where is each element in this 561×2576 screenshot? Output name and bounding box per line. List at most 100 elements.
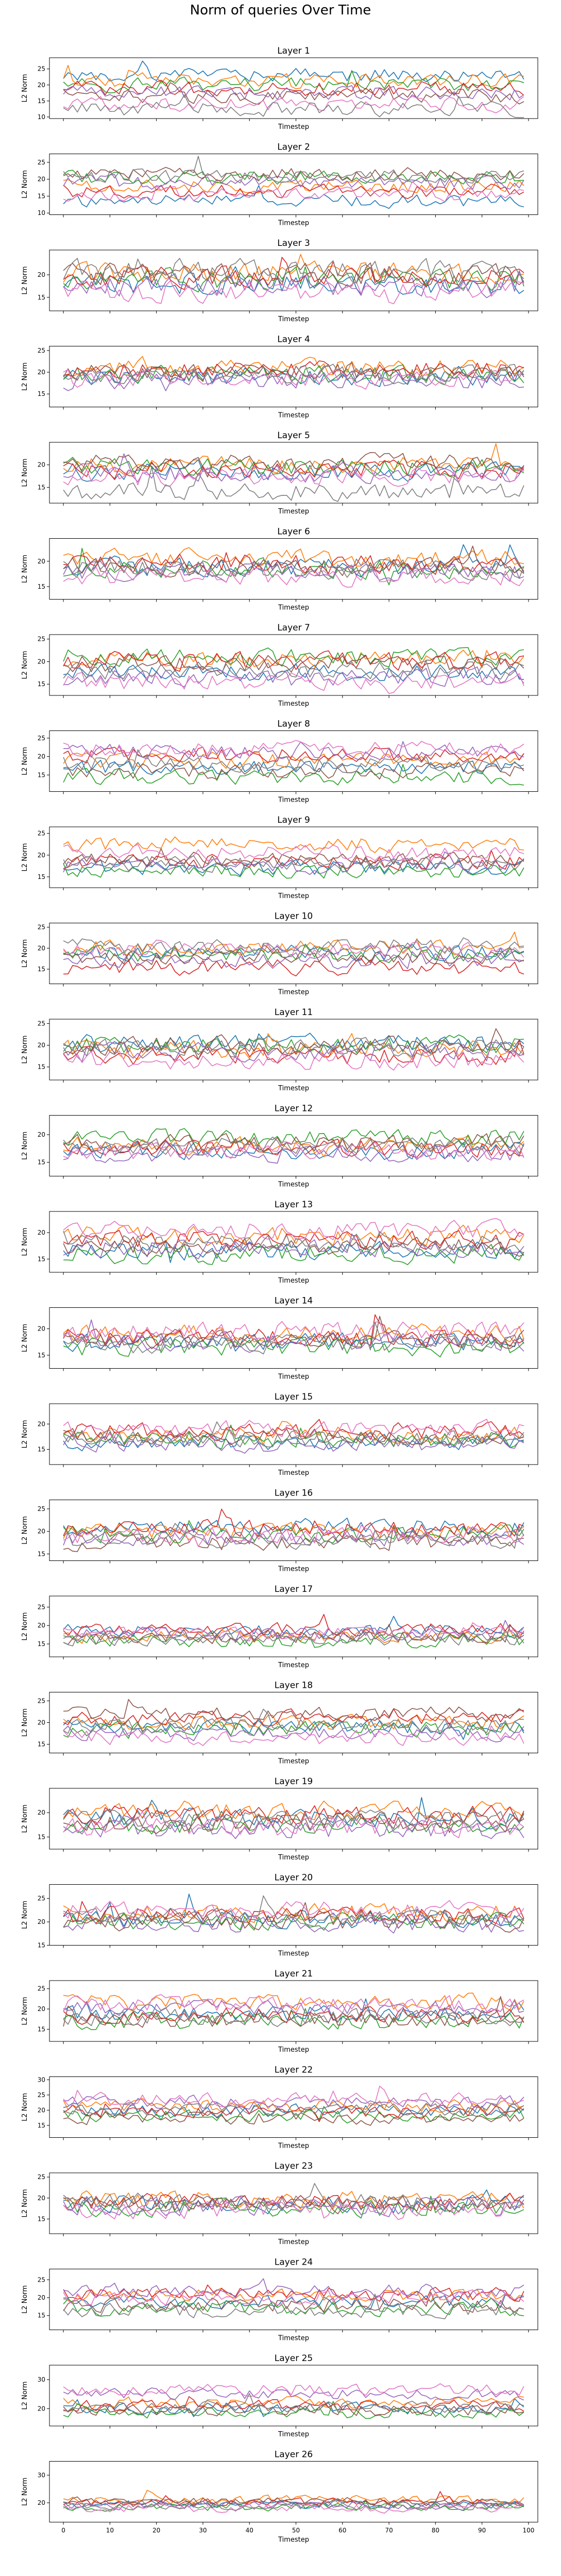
series-2-line (63, 1714, 524, 1731)
series-2-line (63, 64, 524, 89)
subplot-12: Layer 12 L2 Norm Timestep 15 20 (21, 1104, 538, 1189)
series-8-line (63, 1809, 524, 1830)
subplot-26: Layer 26 L2 Norm Timestep 20 30 0 10 20 30 40 50 60… (21, 2450, 538, 2544)
series-8-line (63, 258, 524, 284)
y-tick-label: 20 (38, 2106, 45, 2114)
series-2-line (63, 1224, 524, 1247)
plot-frame (49, 154, 538, 215)
subplot-11: Layer 11 L2 Norm Timestep 15 20 25 (21, 1007, 538, 1092)
y-tick-label: 20 (38, 1042, 45, 1049)
series-8-line (63, 1895, 524, 1927)
y-tick-label: 20 (38, 1131, 45, 1138)
y-axis-label: L2 Norm (21, 843, 29, 871)
subplot-13: Layer 13 L2 Norm Timestep 15 20 (21, 1200, 538, 1285)
series-3-line (63, 2298, 524, 2318)
plot-frame (49, 1307, 538, 1369)
series-8-line (63, 1037, 524, 1058)
y-tick-label: 25 (38, 2173, 45, 2181)
x-axis-label: Timestep (278, 892, 309, 900)
plot-frame (49, 923, 538, 984)
y-tick-label: 20 (38, 1622, 45, 1629)
y-tick-label: 20 (38, 1918, 45, 1925)
series-6-line (63, 1237, 524, 1257)
series-7-line (63, 1141, 524, 1161)
series-8-line (63, 2102, 524, 2116)
series-1-line (63, 1718, 524, 1740)
y-axis-label: L2 Norm (21, 2478, 29, 2506)
y-tick-label: 10 (38, 209, 45, 217)
x-axis-label: Timestep (278, 604, 309, 612)
series-3-line (63, 70, 524, 94)
series-6-line (63, 1133, 524, 1152)
y-tick-label: 20 (38, 558, 45, 565)
series-7-line (63, 1321, 524, 1343)
plot-frame (49, 538, 538, 600)
plot-frame (49, 57, 538, 119)
y-tick-label: 15 (38, 771, 45, 778)
series-5-line (63, 1319, 524, 1353)
y-axis-label: L2 Norm (21, 1804, 29, 1833)
x-tick-label: 0 (61, 2527, 65, 2534)
y-axis-label: L2 Norm (21, 1997, 29, 2025)
y-tick-label: 25 (38, 924, 45, 931)
x-axis-label: Timestep (278, 1181, 309, 1189)
y-tick-label: 20 (38, 1229, 45, 1236)
plot-frame (49, 1211, 538, 1273)
y-tick-label: 25 (38, 1603, 45, 1610)
series-5-line (63, 1999, 524, 2019)
subplot-title: Layer 16 (275, 1488, 313, 1499)
x-tick-label: 70 (385, 2527, 393, 2534)
series-8-line (63, 1631, 524, 1647)
series-4-line (63, 2284, 524, 2302)
x-axis-label: Timestep (278, 412, 309, 420)
y-tick-label: 25 (38, 636, 45, 643)
subplot-16: Layer 16 L2 Norm Timestep 15 20 25 (21, 1488, 538, 1573)
x-axis-label: Timestep (278, 989, 309, 996)
y-tick-label: 15 (38, 966, 45, 973)
y-tick-label: 15 (38, 873, 45, 880)
series-2-line (63, 179, 524, 194)
y-tick-label: 25 (38, 2276, 45, 2283)
series-4-line (63, 1708, 524, 1727)
subplot-7: Layer 7 L2 Norm Timestep 15 20 25 (21, 623, 538, 708)
y-tick-label: 30 (38, 2376, 45, 2383)
series-6-line (63, 1316, 524, 1350)
series-6-line (63, 762, 524, 780)
y-axis-label: L2 Norm (21, 1324, 29, 1352)
series-7-line (63, 672, 524, 694)
x-tick-label: 30 (199, 2527, 207, 2534)
y-tick-label: 15 (38, 97, 45, 105)
series-5-line (63, 2278, 524, 2298)
series-4-line (63, 552, 524, 575)
series-6-line (63, 2111, 524, 2126)
x-axis-label: Timestep (278, 2238, 309, 2246)
series-4-line (63, 2006, 524, 2025)
x-tick-label: 10 (106, 2527, 114, 2534)
series-3-line (63, 1128, 524, 1146)
x-axis-label: Timestep (278, 508, 309, 516)
series-6-line (63, 1699, 524, 1722)
subplot-18: Layer 18 L2 Norm Timestep 15 20 25 (21, 1681, 538, 1766)
y-tick-label: 30 (38, 2076, 45, 2083)
y-axis-label: L2 Norm (21, 74, 29, 102)
plot-frame (49, 2365, 538, 2427)
x-axis-label: Timestep (278, 2142, 309, 2150)
series-5-line (63, 561, 524, 583)
y-tick-label: 25 (38, 347, 45, 354)
y-tick-label: 20 (38, 2499, 45, 2506)
x-tick-label: 20 (152, 2527, 160, 2534)
y-axis-label: L2 Norm (21, 1612, 29, 1640)
x-axis-label: Timestep (278, 1373, 309, 1381)
plot-frame (49, 1788, 538, 1850)
series-6-line (63, 944, 524, 965)
series-8-line (63, 1708, 524, 1734)
subplot-title: Layer 3 (277, 238, 310, 248)
y-tick-label: 20 (38, 1420, 45, 1427)
series-7-line (63, 181, 524, 203)
series-5-line (63, 1815, 524, 1839)
series-5-line (63, 270, 524, 298)
y-tick-label: 20 (38, 1809, 45, 1816)
series-8-line (63, 156, 524, 184)
x-axis-label: Timestep (278, 315, 309, 323)
y-tick-label: 20 (38, 2294, 45, 2301)
